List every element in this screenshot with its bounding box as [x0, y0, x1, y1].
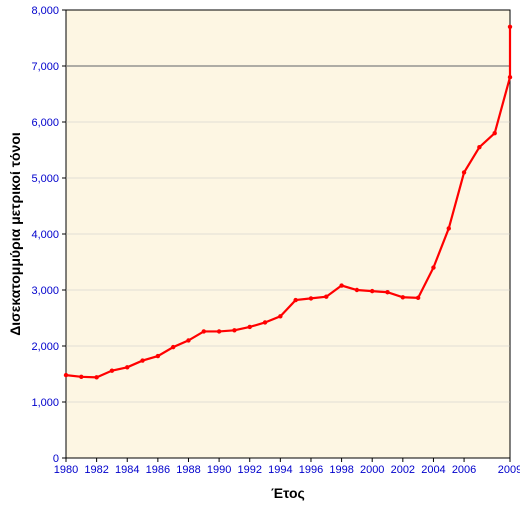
y-tick-label: 8,000	[31, 5, 59, 17]
x-tick-label: 1986	[146, 464, 170, 476]
data-point	[64, 373, 68, 377]
y-tick-label: 1,000	[31, 397, 59, 409]
y-tick-label: 6,000	[31, 117, 59, 129]
data-point	[263, 320, 267, 324]
x-tick-label: 2006	[452, 464, 476, 476]
data-point	[462, 170, 466, 174]
data-point	[171, 345, 175, 349]
data-point	[156, 354, 160, 358]
data-point	[385, 290, 389, 294]
chart-svg: 01,0002,0003,0004,0005,0006,0007,0008,00…	[0, 0, 520, 510]
x-tick-label: 1988	[176, 464, 200, 476]
x-tick-label: 1980	[54, 464, 78, 476]
x-tick-label: 1996	[299, 464, 323, 476]
x-tick-label: 1998	[329, 464, 353, 476]
y-tick-label: 3,000	[31, 285, 59, 297]
y-tick-label: 4,000	[31, 229, 59, 241]
data-point	[508, 25, 512, 29]
data-point	[125, 365, 129, 369]
x-tick-label: 2000	[360, 464, 384, 476]
data-point	[140, 358, 144, 362]
data-point	[508, 75, 512, 79]
data-point	[324, 295, 328, 299]
data-point	[447, 226, 451, 230]
data-point	[217, 329, 221, 333]
x-tick-label: 2004	[421, 464, 445, 476]
data-point	[339, 283, 343, 287]
x-tick-label: 1990	[207, 464, 231, 476]
data-point	[355, 288, 359, 292]
x-tick-label: 2009	[498, 464, 520, 476]
data-point	[477, 145, 481, 149]
data-point	[110, 368, 114, 372]
data-point	[401, 295, 405, 299]
data-point	[248, 325, 252, 329]
data-point	[79, 375, 83, 379]
data-point	[186, 338, 190, 342]
data-point	[202, 329, 206, 333]
data-point	[309, 296, 313, 300]
x-tick-label: 2002	[391, 464, 415, 476]
line-chart: 01,0002,0003,0004,0005,0006,0007,0008,00…	[0, 0, 520, 510]
data-point	[416, 296, 420, 300]
x-tick-label: 1984	[115, 464, 139, 476]
x-tick-label: 1982	[84, 464, 108, 476]
y-tick-label: 7,000	[31, 61, 59, 73]
data-point	[293, 298, 297, 302]
data-point	[370, 289, 374, 293]
data-point	[492, 131, 496, 135]
y-axis-title: Δισεκατομμύρια μετρικοί τόνοι	[7, 132, 23, 336]
y-tick-label: 2,000	[31, 341, 59, 353]
x-tick-label: 1994	[268, 464, 292, 476]
y-tick-label: 5,000	[31, 173, 59, 185]
x-axis-title: Έτος	[271, 485, 305, 501]
data-point	[232, 328, 236, 332]
x-tick-label: 1992	[237, 464, 261, 476]
data-point	[431, 265, 435, 269]
data-point	[278, 314, 282, 318]
data-point	[94, 375, 98, 379]
